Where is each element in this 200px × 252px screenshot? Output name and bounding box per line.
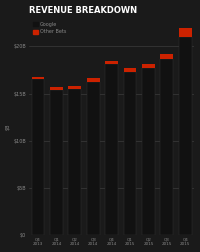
Bar	[68, 86, 81, 89]
Bar	[105, 60, 118, 64]
Bar	[160, 54, 173, 59]
Legend: Google, Other Bets: Google, Other Bets	[31, 21, 67, 36]
Bar	[179, 28, 192, 37]
Bar	[142, 64, 155, 68]
Bar	[124, 68, 136, 72]
Text: REVENUE BREAKDOWN: REVENUE BREAKDOWN	[29, 6, 137, 15]
Bar	[179, 37, 192, 235]
Bar	[87, 82, 100, 235]
Bar	[87, 78, 100, 82]
Bar	[160, 59, 173, 235]
Bar	[68, 89, 81, 235]
Bar	[32, 77, 44, 79]
Bar	[124, 72, 136, 235]
Bar	[32, 79, 44, 235]
Bar	[142, 68, 155, 235]
Y-axis label: $B: $B	[6, 123, 11, 130]
Bar	[50, 87, 63, 90]
Bar	[50, 90, 63, 235]
Bar	[105, 64, 118, 235]
